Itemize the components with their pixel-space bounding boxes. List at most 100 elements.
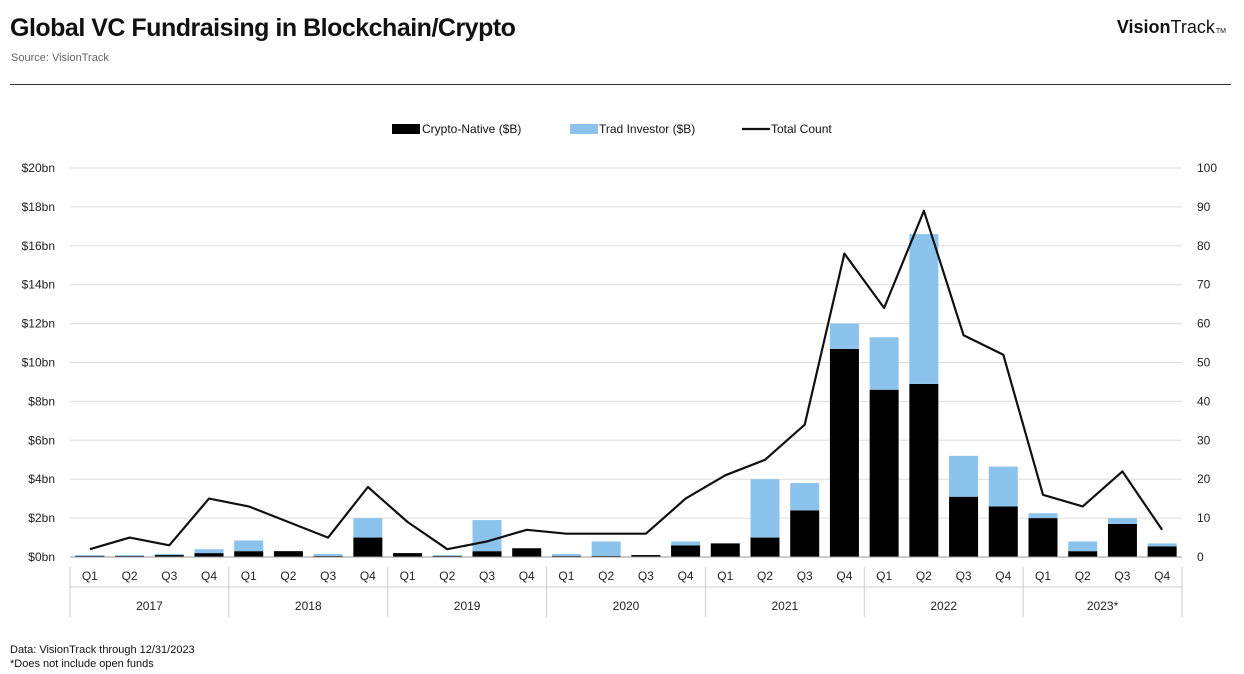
bar-crypto-native (829, 348, 859, 557)
x-quarter-label: Q4 (201, 569, 217, 583)
x-year-label: 2017 (136, 599, 163, 613)
x-quarter-label: Q1 (241, 569, 257, 583)
y-left-tick-label: $4bn (28, 472, 55, 486)
footnote-data: Data: VisionTrack through 12/31/2023 (10, 644, 195, 656)
brand-mark: TM (1215, 28, 1226, 35)
y-right-tick-label: 90 (1197, 200, 1211, 214)
y-left-tick-label: $10bn (22, 356, 55, 370)
chart-source: Source: VisionTrack (11, 52, 109, 64)
x-quarter-label: Q4 (519, 569, 535, 583)
y-left-tick-label: $8bn (28, 394, 55, 408)
x-year-label: 2023* (1087, 599, 1119, 613)
bar-trad-investor (115, 555, 145, 557)
bar-crypto-native (988, 506, 1018, 557)
x-quarter-label: Q2 (280, 569, 296, 583)
x-quarter-label: Q2 (122, 569, 138, 583)
bar-trad-investor (869, 337, 899, 390)
bar-crypto-native (234, 551, 264, 557)
x-year-label: 2022 (930, 599, 957, 613)
y-left-tick-label: $0bn (28, 550, 55, 564)
y-left-tick-label: $6bn (28, 433, 55, 447)
bar-trad-investor (591, 541, 621, 557)
bar-trad-investor (909, 234, 939, 384)
bar-trad-investor (829, 323, 859, 349)
bar-trad-investor (75, 555, 105, 557)
x-quarter-label: Q3 (638, 569, 654, 583)
bar-crypto-native (909, 383, 939, 557)
x-quarter-label: Q2 (757, 569, 773, 583)
x-quarter-label: Q1 (400, 569, 416, 583)
bar-trad-investor (1107, 518, 1137, 524)
bar-trad-investor (154, 554, 184, 556)
bar-crypto-native (949, 496, 979, 557)
x-quarter-label: Q3 (1114, 569, 1130, 583)
bar-crypto-native (194, 553, 224, 557)
bar-trad-investor (790, 483, 820, 511)
brand-light: Track (1170, 17, 1215, 37)
bar-trad-investor (472, 520, 502, 552)
x-quarter-label: Q3 (797, 569, 813, 583)
x-quarter-label: Q4 (360, 569, 376, 583)
bar-crypto-native (790, 510, 820, 557)
y-left-tick-label: $12bn (22, 317, 55, 331)
x-quarter-label: Q2 (598, 569, 614, 583)
x-year-label: 2020 (613, 599, 640, 613)
bar-crypto-native (393, 553, 423, 557)
bar-trad-investor (988, 466, 1018, 507)
x-quarter-label: Q2 (439, 569, 455, 583)
y-right-tick-label: 30 (1197, 433, 1211, 447)
x-quarter-label: Q4 (995, 569, 1011, 583)
legend-label-total-count: Total Count (771, 122, 832, 136)
bar-trad-investor (194, 549, 224, 554)
y-left-tick-label: $2bn (28, 511, 55, 525)
x-quarter-label: Q3 (479, 569, 495, 583)
y-left-tick-label: $18bn (22, 200, 55, 214)
bar-crypto-native (1068, 551, 1098, 557)
x-year-label: 2018 (295, 599, 322, 613)
bar-trad-investor (671, 541, 701, 546)
line-total-count (89, 209, 1164, 551)
chart-title: Global VC Fundraising in Blockchain/Cryp… (10, 14, 516, 42)
bar-trad-investor (1068, 541, 1098, 552)
bar-crypto-native (671, 545, 701, 557)
legend-label-trad-investor: Trad Investor ($B) (599, 122, 695, 136)
bar-crypto-native (750, 537, 780, 557)
x-quarter-label: Q2 (1075, 569, 1091, 583)
bar-crypto-native (869, 389, 899, 557)
bar-trad-investor (750, 479, 780, 538)
bar-crypto-native (154, 555, 184, 557)
x-quarter-label: Q3 (956, 569, 972, 583)
y-right-tick-label: 50 (1197, 356, 1211, 370)
y-right-tick-label: 60 (1197, 317, 1211, 331)
y-right-tick-label: 0 (1197, 550, 1204, 564)
brand-bold: Vision (1116, 17, 1171, 37)
y-right-tick-label: 100 (1197, 161, 1217, 175)
x-quarter-label: Q4 (1154, 569, 1170, 583)
x-quarter-label: Q3 (320, 569, 336, 583)
bar-crypto-native (1107, 523, 1137, 557)
chart-plot: $0bn 0 $2bn 10 $4bn 20 $6bn 30 $8bn 40 $10bn 50 $12b… (22, 122, 1217, 617)
bar-trad-investor (551, 554, 581, 557)
bar-crypto-native (1147, 546, 1177, 557)
legend-swatch-crypto-native (392, 124, 420, 134)
header-divider (10, 84, 1231, 85)
legend-label-crypto-native: Crypto-Native ($B) (422, 122, 521, 136)
x-quarter-label: Q1 (876, 569, 892, 583)
bar-trad-investor (1028, 513, 1058, 519)
y-right-tick-label: 40 (1197, 394, 1211, 408)
bar-trad-investor (234, 540, 264, 552)
brand-logo: VisionTrackTM (1117, 17, 1226, 38)
y-left-tick-label: $20bn (22, 161, 55, 175)
bar-trad-investor (353, 518, 383, 538)
x-quarter-label: Q3 (161, 569, 177, 583)
bar-crypto-native (710, 543, 740, 557)
bar-trad-investor (1147, 543, 1177, 547)
bar-trad-investor (313, 554, 343, 557)
y-right-tick-label: 70 (1197, 278, 1211, 292)
bar-trad-investor (432, 555, 462, 557)
x-quarter-label: Q2 (916, 569, 932, 583)
x-quarter-label: Q4 (678, 569, 694, 583)
y-left-tick-label: $14bn (22, 278, 55, 292)
x-year-label: 2019 (454, 599, 481, 613)
y-left-tick-label: $16bn (22, 239, 55, 253)
